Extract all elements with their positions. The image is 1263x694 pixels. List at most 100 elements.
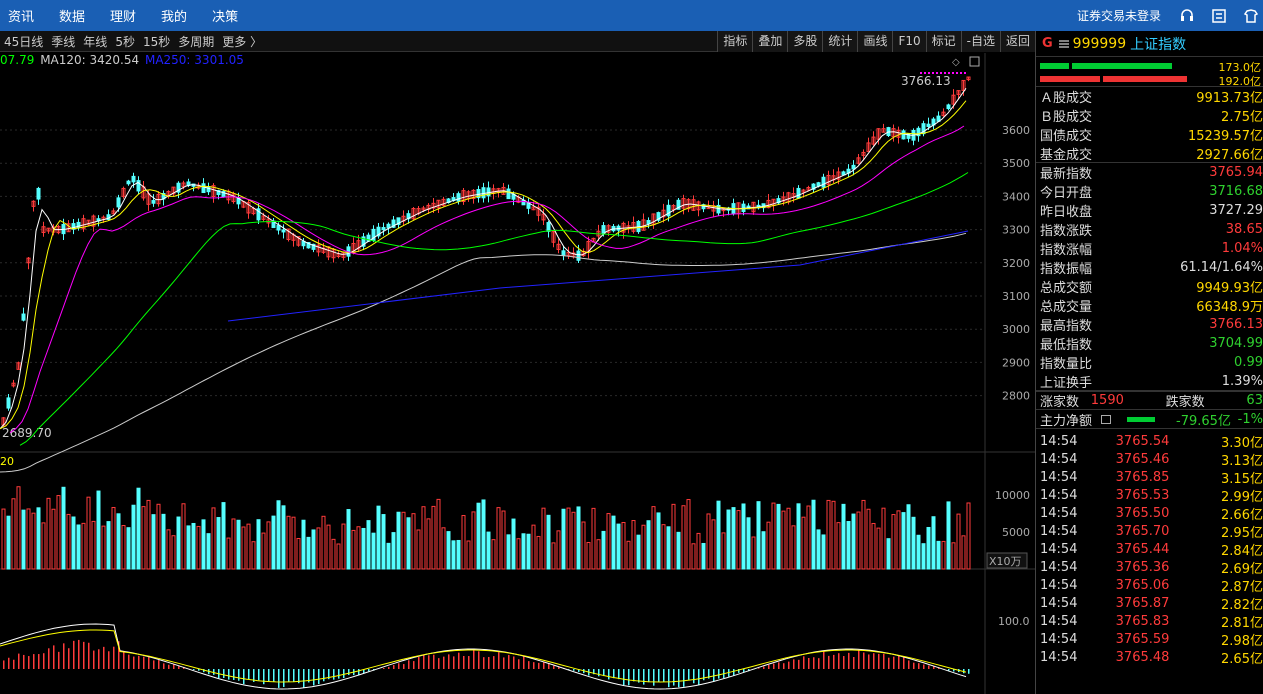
- volume-bar: [276, 500, 281, 570]
- tool-button-8[interactable]: 返回: [999, 31, 1035, 52]
- volume-bar: [691, 543, 696, 570]
- price-tick-label: 3200: [1002, 257, 1030, 270]
- candle-body: [431, 202, 436, 209]
- volume-bar: [941, 540, 946, 570]
- macd-bar: [358, 669, 360, 675]
- tick-row: 14:54 3765.53 2.99亿: [1036, 486, 1263, 505]
- volume-bar: [751, 536, 756, 570]
- candle-body: [806, 187, 811, 191]
- volume-bar: [96, 490, 101, 570]
- menu-icon[interactable]: [1058, 39, 1069, 49]
- volume-bar: [176, 516, 181, 570]
- up-count-label: 涨家数: [1040, 395, 1080, 410]
- macd-bar: [888, 657, 890, 669]
- kline-chart-svg[interactable]: 3600 3500 3400 3300 3200 3100 3000 2900 2800 3766…: [0, 53, 1035, 694]
- volume-bar: [261, 532, 266, 570]
- stat-row: 总成交额 9949.93亿: [1036, 277, 1263, 296]
- macd-bar: [173, 664, 175, 669]
- volume-unit-label: X10万: [989, 555, 1022, 568]
- menu-item-4[interactable]: 决策: [212, 10, 239, 25]
- menu-item-1[interactable]: 数据: [59, 10, 86, 25]
- volume-bar: [916, 534, 921, 570]
- stock-name: 上证指数: [1130, 36, 1187, 53]
- tick-row: 14:54 3765.87 2.82亿: [1036, 594, 1263, 613]
- macd-bar: [88, 642, 90, 669]
- period-option-3[interactable]: 5秒: [115, 34, 135, 49]
- candle-body: [676, 199, 681, 210]
- candle-body: [541, 213, 546, 221]
- headset-icon[interactable]: [1179, 8, 1195, 24]
- menu-item-2[interactable]: 理财: [110, 10, 137, 25]
- volume-bar: [501, 510, 506, 570]
- tool-button-3[interactable]: 统计: [822, 31, 858, 52]
- period-option-6[interactable]: 更多 〉: [222, 34, 263, 49]
- tick-price: 3765.06: [1115, 577, 1170, 593]
- period-option-4[interactable]: 15秒: [142, 34, 171, 49]
- tool-button-2[interactable]: 多股: [787, 31, 823, 52]
- macd-bar: [143, 656, 145, 669]
- tool-button-6[interactable]: 标记: [925, 31, 961, 52]
- trade-login-status[interactable]: 证券交易未登录: [1076, 9, 1161, 23]
- tool-button-1[interactable]: 叠加: [752, 31, 788, 52]
- net-flow-icon[interactable]: [1100, 414, 1111, 424]
- tool-button-4[interactable]: 画线: [857, 31, 893, 52]
- candle-body: [461, 190, 466, 202]
- candle-body: [136, 180, 141, 192]
- volume-bar: [806, 505, 811, 570]
- volume-unit-box: [986, 552, 1028, 569]
- volume-bar: [421, 506, 426, 570]
- candle-body: [306, 242, 311, 249]
- candle-body: [41, 226, 46, 233]
- candle-body: [441, 198, 446, 206]
- price-tick-label: 3500: [1002, 157, 1030, 170]
- macd-bar: [153, 660, 155, 669]
- period-option-5[interactable]: 多周期: [178, 34, 215, 49]
- macd-bar: [738, 669, 740, 673]
- buy-sell-bars: 173.0亿 192.0亿: [1036, 57, 1263, 88]
- macd-bar: [288, 669, 290, 682]
- volume-bar: [901, 512, 906, 570]
- tool-button-0[interactable]: 指标: [717, 31, 753, 52]
- candle-body: [851, 164, 856, 170]
- volume-bar: [561, 508, 566, 570]
- volume-bar: [796, 503, 801, 570]
- volume-bar: [131, 504, 136, 570]
- buy-bar-2: [1103, 76, 1187, 82]
- diamond-icon: ◇: [952, 57, 960, 68]
- candle-body: [926, 123, 931, 128]
- volume-bar: [831, 500, 836, 570]
- candle-body: [956, 90, 961, 95]
- stat-value: 66348.9万: [1196, 300, 1263, 315]
- menu-item-0[interactable]: 资讯: [8, 10, 35, 25]
- volume-bar: [741, 503, 746, 570]
- macd-bar: [328, 669, 330, 680]
- volume-bar: [536, 535, 541, 570]
- kline-chart-area[interactable]: 3600 3500 3400 3300 3200 3100 3000 2900 2800 3766…: [0, 53, 1035, 694]
- period-option-1[interactable]: 季线: [51, 34, 76, 49]
- period-option-2[interactable]: 年线: [83, 34, 108, 49]
- volume-bar: [686, 499, 691, 570]
- menu-item-3[interactable]: 我的: [161, 10, 188, 25]
- volume-bar: [366, 520, 371, 570]
- macd-bar: [633, 669, 635, 682]
- bar-value-2: 192.0亿: [1218, 75, 1262, 88]
- tool-button-5[interactable]: F10: [892, 31, 926, 52]
- volume-bar: [551, 542, 556, 570]
- macd-bar: [883, 653, 885, 669]
- candle-body: [311, 243, 316, 250]
- volume-bar: [696, 532, 701, 570]
- candle-body: [566, 251, 571, 257]
- tool-button-7[interactable]: -自选: [960, 31, 1000, 52]
- macd-bar: [313, 669, 315, 686]
- stat-row: 今日开盘 3716.68: [1036, 182, 1263, 201]
- period-option-0[interactable]: 45日线: [4, 34, 44, 49]
- skin-icon[interactable]: [1243, 8, 1259, 24]
- ma20-line: [9, 125, 965, 434]
- ma-value-partial: 07.79: [0, 53, 35, 67]
- macd-bar: [463, 655, 465, 669]
- candle-body: [26, 257, 31, 264]
- tick-time: 14:54: [1040, 469, 1078, 485]
- macd-bar: [128, 654, 130, 669]
- window-icon[interactable]: [1211, 8, 1227, 24]
- main-menu: 资讯 数据 理财 我的 决策: [0, 0, 255, 31]
